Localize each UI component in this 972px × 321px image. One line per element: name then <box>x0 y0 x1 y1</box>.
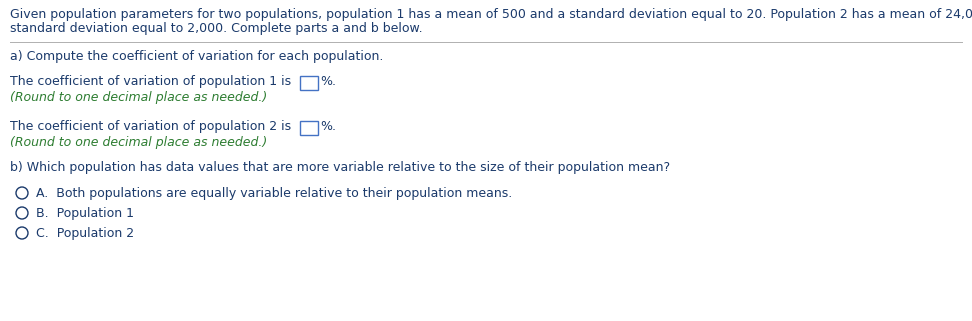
Ellipse shape <box>16 207 28 219</box>
Ellipse shape <box>16 227 28 239</box>
Bar <box>300 121 319 135</box>
Bar <box>300 76 319 90</box>
Text: b) Which population has data values that are more variable relative to the size : b) Which population has data values that… <box>10 161 670 174</box>
Text: Given population parameters for two populations, population 1 has a mean of 500 : Given population parameters for two popu… <box>10 8 972 21</box>
Text: %.: %. <box>321 75 336 88</box>
Text: B.  Population 1: B. Population 1 <box>36 207 134 220</box>
Text: (Round to one decimal place as needed.): (Round to one decimal place as needed.) <box>10 91 267 104</box>
Text: a) Compute the coefficient of variation for each population.: a) Compute the coefficient of variation … <box>10 50 383 63</box>
Text: C.  Population 2: C. Population 2 <box>36 227 134 240</box>
Text: The coefficient of variation of population 1 is: The coefficient of variation of populati… <box>10 75 295 88</box>
Text: %.: %. <box>321 120 336 133</box>
Text: The coefficient of variation of population 2 is: The coefficient of variation of populati… <box>10 120 295 133</box>
Text: A.  Both populations are equally variable relative to their population means.: A. Both populations are equally variable… <box>36 187 512 200</box>
Text: standard deviation equal to 2,000. Complete parts a and b below.: standard deviation equal to 2,000. Compl… <box>10 22 423 35</box>
Text: (Round to one decimal place as needed.): (Round to one decimal place as needed.) <box>10 136 267 149</box>
Ellipse shape <box>16 187 28 199</box>
